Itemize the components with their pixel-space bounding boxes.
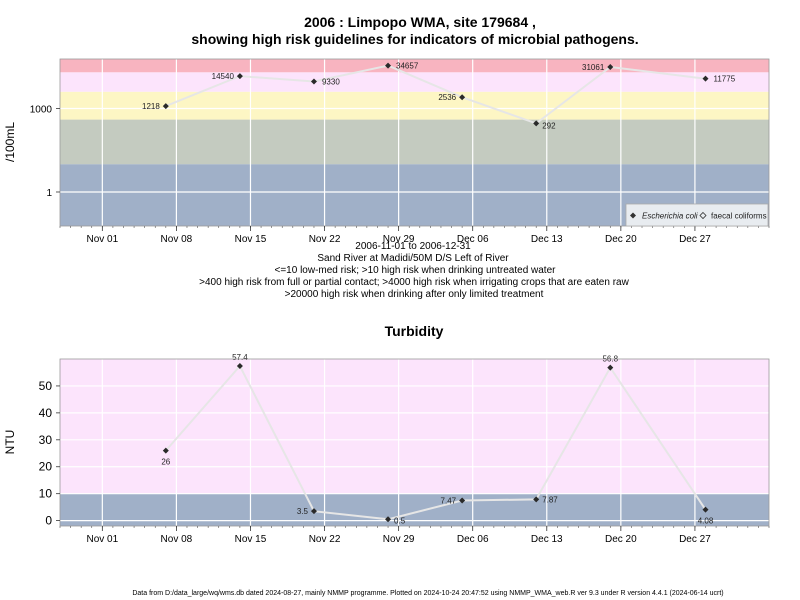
- x-tick-label-5: Dec 06: [457, 534, 489, 545]
- data-label-3: 34657: [396, 62, 419, 71]
- data-point-7: [702, 506, 709, 513]
- x-tick-label-5: Dec 06: [457, 234, 489, 245]
- legend-open-diamond-icon: [699, 211, 707, 220]
- chart1-title-line1: 2006 : Limpopo WMA, site 179684 ,: [304, 14, 536, 30]
- data-label-0: 26: [161, 458, 170, 467]
- chart1-risk-bands: [60, 59, 769, 226]
- y-tick-label-1: 10: [39, 487, 53, 501]
- legend-box: [625, 203, 769, 227]
- data-label-2: 3.5: [297, 507, 309, 516]
- y-tick-label-5: 50: [39, 379, 53, 393]
- data-label-3: 0.5: [394, 516, 406, 525]
- data-label-7: 11775: [714, 75, 736, 84]
- x-tick-label-2: Nov 15: [235, 234, 267, 245]
- y-tick-label-1: 1000: [30, 104, 53, 115]
- chart1-axes: Nov 01 Nov 08 Nov 15 Nov 22 Nov 29 Dec 06 Dec …: [30, 58, 770, 245]
- chart1-series-line: [165, 64, 706, 125]
- legend-entry-ecoli: Escherichia coli: [642, 212, 698, 221]
- data-label-1: 57.4: [232, 353, 248, 362]
- chart1-note-guideline-1: <=10 low-med risk; >10 high risk when dr…: [275, 265, 557, 276]
- plot-frame: [59, 358, 770, 527]
- risk-band-1: [60, 359, 769, 494]
- data-label-2: 9330: [322, 77, 340, 86]
- y-tick-label-4: 40: [39, 406, 53, 420]
- data-point-6: [607, 63, 614, 70]
- data-point-4: [459, 497, 466, 504]
- x-tick-label-3: Nov 22: [309, 234, 341, 245]
- plot-frame: [59, 58, 770, 227]
- x-tick-label-1: Nov 08: [161, 534, 193, 545]
- data-point-3: [385, 516, 392, 523]
- data-point-0: [162, 447, 169, 454]
- data-label-5: 7.87: [542, 495, 558, 504]
- x-tick-label-4: Nov 29: [383, 234, 415, 245]
- data-label-5: 292: [542, 121, 556, 130]
- chart2-axes: Nov 01 Nov 08 Nov 15 Nov 22 Nov 29 Dec 06 Dec …: [39, 358, 770, 545]
- chart2-ylabel: NTU: [3, 430, 17, 455]
- x-tick-label-8: Dec 27: [679, 234, 711, 245]
- data-point-1: [236, 73, 243, 80]
- data-point-5: [533, 496, 540, 503]
- legend-filled-diamond-icon: [630, 212, 636, 219]
- x-tick-label-6: Dec 13: [531, 234, 563, 245]
- chart2-bands: [60, 359, 769, 526]
- risk-band-1: [60, 119, 769, 165]
- data-label-7: 4.08: [698, 517, 714, 526]
- footer-note: Data from D:/data_large/wq/wms.db dated …: [132, 590, 723, 597]
- data-point-3: [385, 62, 392, 69]
- chart1-ylabel: /100mL: [3, 122, 17, 162]
- y-tick-label-0: 1: [46, 188, 52, 199]
- data-label-6: 31061: [582, 63, 605, 72]
- data-label-0: 1218: [142, 102, 160, 111]
- risk-band-4: [60, 59, 769, 73]
- chart1-note-guideline-3: >20000 high risk when drinking after onl…: [285, 289, 544, 300]
- x-tick-label-2: Nov 15: [235, 534, 267, 545]
- chart1-points: 1218 14540 9330 34657 2536 292 31061 11775: [142, 62, 736, 131]
- chart1-title-line2: showing high risk guidelines for indicat…: [191, 31, 638, 47]
- chart1-gridlines: [60, 59, 769, 226]
- x-tick-label-7: Dec 20: [605, 534, 637, 545]
- x-tick-label-4: Nov 29: [383, 534, 415, 545]
- x-tick-label-0: Nov 01: [86, 534, 118, 545]
- x-tick-label-7: Dec 20: [605, 234, 637, 245]
- chart2-gridlines: [60, 359, 769, 526]
- x-tick-label-6: Dec 13: [531, 534, 563, 545]
- y-tick-label-3: 30: [39, 433, 53, 447]
- data-label-4: 7.47: [441, 496, 457, 505]
- risk-band-2: [60, 91, 769, 120]
- data-point-4: [459, 94, 466, 101]
- data-point-2: [310, 508, 317, 515]
- data-point-6: [607, 364, 614, 371]
- series-line: [165, 364, 707, 521]
- data-point-2: [310, 78, 317, 85]
- chart2-series-line: [165, 364, 707, 521]
- data-point-0: [162, 103, 169, 110]
- data-label-4: 2536: [438, 93, 456, 102]
- x-tick-label-1: Nov 08: [161, 234, 193, 245]
- chart1-note-guideline-2: >400 high risk from full or partial cont…: [199, 277, 629, 288]
- chart1-note-site: Sand River at Madidi/50M D/S Left of Riv…: [317, 253, 509, 264]
- x-tick-label-3: Nov 22: [309, 534, 341, 545]
- x-tick-label-0: Nov 01: [86, 234, 118, 245]
- chart2-title: Turbidity: [385, 323, 444, 339]
- legend-entry-faecal-coliforms: faecal coliforms: [711, 212, 767, 221]
- risk-band-3: [60, 72, 769, 92]
- data-label-1: 14540: [212, 72, 235, 81]
- data-point-7: [702, 75, 709, 82]
- x-tick-label-8: Dec 27: [679, 534, 711, 545]
- y-tick-label-2: 20: [39, 460, 53, 474]
- series-line: [165, 64, 706, 125]
- chart1-note-daterange: 2006-11-01 to 2006-12-31: [355, 241, 471, 252]
- data-point-1: [236, 363, 243, 370]
- y-tick-label-0: 0: [45, 514, 52, 528]
- data-point-5: [533, 120, 540, 127]
- chart1-legend: Escherichia coli faecal coliforms: [625, 203, 769, 227]
